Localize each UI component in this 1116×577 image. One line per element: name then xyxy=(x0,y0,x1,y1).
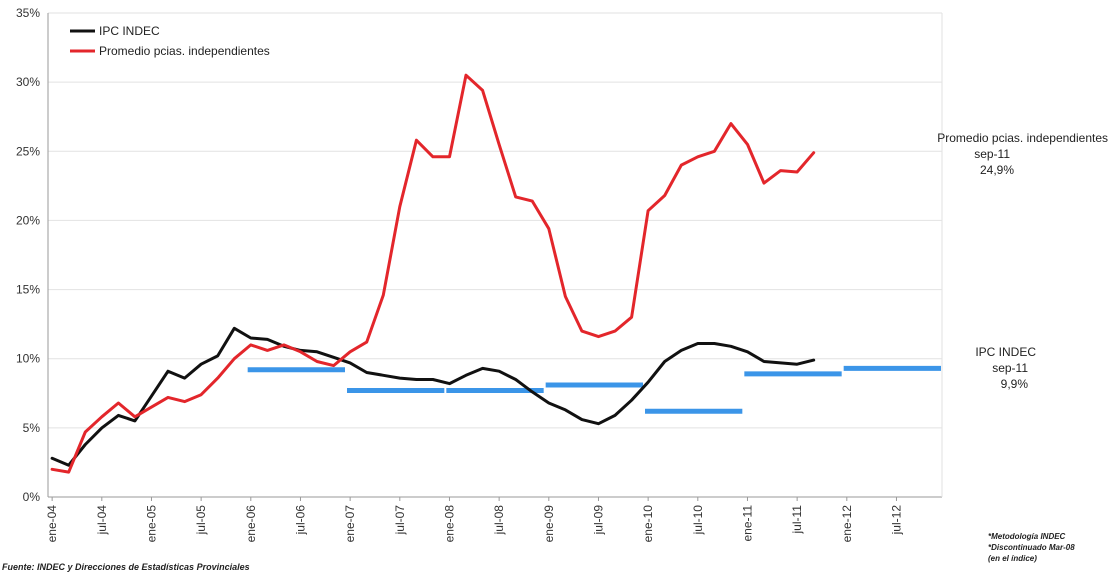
gridlines xyxy=(47,12,943,498)
legend-label-ipc-indec: IPC INDEC xyxy=(99,24,160,38)
x-tick-label: jul-10 xyxy=(691,505,705,536)
annotation-provincias-value: 24,9% xyxy=(979,163,1014,177)
annotation-indec-value: 9,9% xyxy=(1000,377,1028,391)
annotation-indec-name: IPC INDEC xyxy=(975,345,1036,359)
y-tick-label: 10% xyxy=(16,352,40,366)
annotation-provincias-name: Promedio pcias. independientes xyxy=(937,131,1108,145)
x-tick-label: ene-06 xyxy=(244,505,258,543)
x-tick-label: jul-05 xyxy=(194,505,208,536)
series-lines xyxy=(50,73,816,474)
legend: IPC INDEC Promedio pcias. independientes xyxy=(70,24,270,58)
x-axis: ene-04 jul-04 ene-05 jul-05 ene-06 jul-06 ene-… xyxy=(45,497,903,542)
note-line-1: *Metodología INDEC xyxy=(988,532,1066,541)
x-tick-label: ene-09 xyxy=(542,505,556,543)
y-tick-label: 30% xyxy=(16,75,40,89)
x-tick-label: ene-12 xyxy=(840,505,854,543)
x-tick-label: ene-05 xyxy=(144,505,158,543)
x-tick-label: jul-11 xyxy=(790,505,804,535)
y-tick-label: 25% xyxy=(16,144,40,158)
x-tick-label: ene-08 xyxy=(442,505,456,543)
annotation-provincias: Promedio pcias. independientes sep-11 24… xyxy=(937,130,1108,178)
x-tick-label: ene-04 xyxy=(45,505,59,543)
annotation-indec-date: sep-11 xyxy=(992,361,1028,375)
blue-reference-segments xyxy=(247,365,941,414)
x-tick-label: ene-11 xyxy=(740,505,754,542)
annotation-provincias-date: sep-11 xyxy=(974,147,1010,161)
x-tick-label: jul-08 xyxy=(492,505,506,536)
methodology-notes: *Metodología INDEC *Discontinuado Mar-08… xyxy=(988,531,1075,564)
y-tick-label: 5% xyxy=(23,421,41,435)
note-line-2: *Discontinuado Mar-08 xyxy=(988,543,1075,552)
y-axis: 0% 5% 10% 15% 20% 25% 30% 35% xyxy=(16,6,40,504)
series-line-ipc-indec xyxy=(50,326,816,467)
x-tick-label: ene-10 xyxy=(641,505,655,543)
y-tick-label: 35% xyxy=(16,6,40,20)
series-line-provincias xyxy=(50,73,816,474)
x-tick-label: jul-04 xyxy=(95,505,109,536)
note-line-3: (en el índice) xyxy=(988,554,1037,563)
x-tick-label: jul-09 xyxy=(591,505,605,536)
y-tick-label: 20% xyxy=(16,213,40,227)
y-tick-label: 15% xyxy=(16,283,40,297)
x-tick-label: ene-07 xyxy=(343,505,357,543)
x-tick-label: jul-12 xyxy=(889,505,903,536)
x-tick-label: jul-07 xyxy=(393,505,407,536)
legend-label-provincias: Promedio pcias. independientes xyxy=(99,44,270,58)
y-tick-label: 0% xyxy=(23,490,41,504)
annotation-indec: IPC INDEC sep-11 9,9% xyxy=(975,344,1036,392)
x-tick-label: jul-06 xyxy=(293,505,307,536)
source-note: Fuente: INDEC y Direcciones de Estadísti… xyxy=(2,562,250,572)
